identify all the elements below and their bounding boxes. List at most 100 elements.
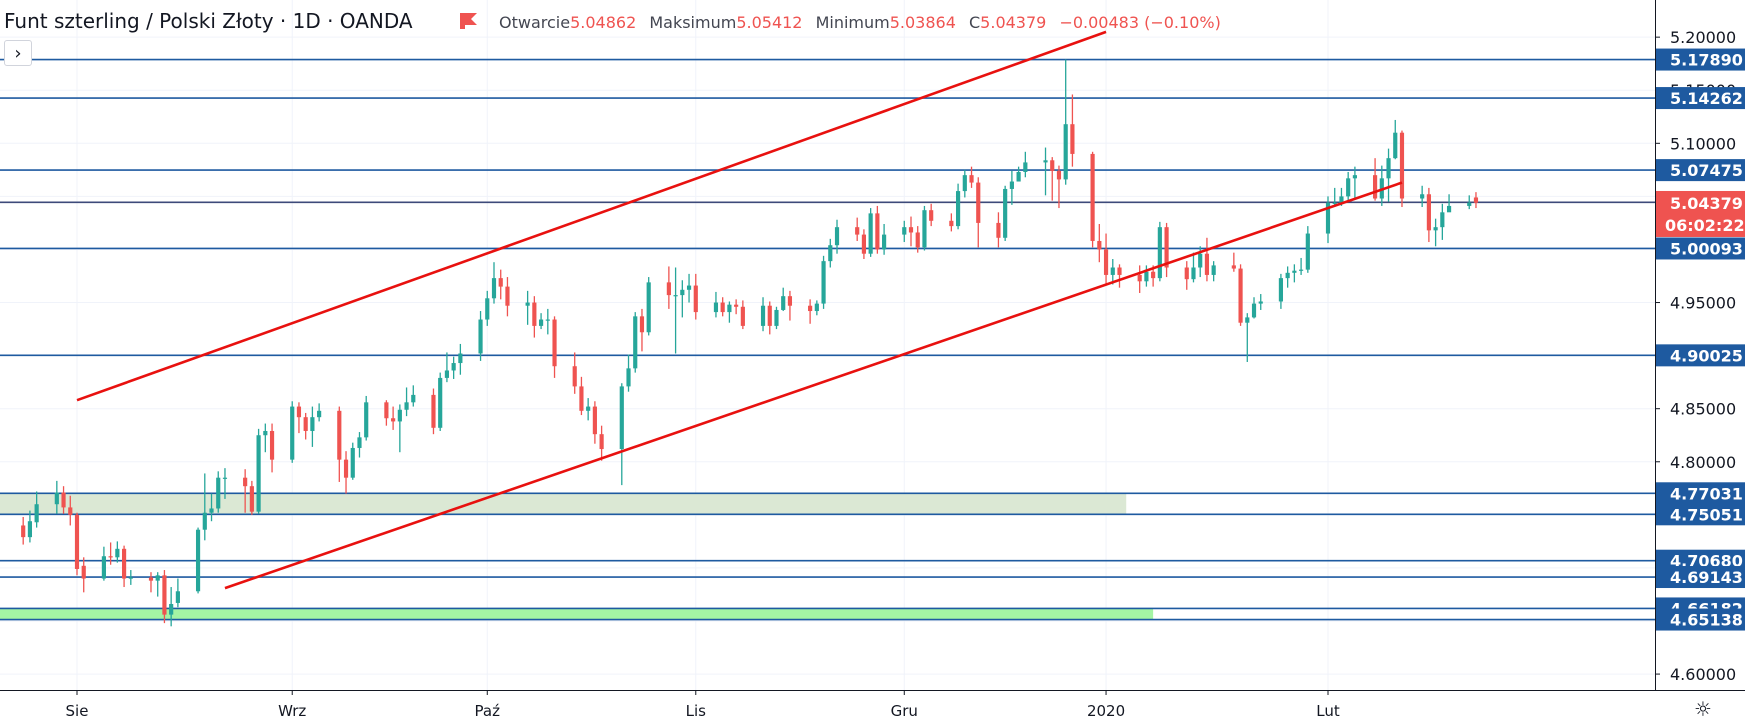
- zones-layer: [0, 493, 1154, 620]
- chevron-right-icon[interactable]: ›: [4, 40, 32, 66]
- candle-body: [774, 309, 779, 326]
- candle-body: [1467, 202, 1472, 206]
- candle-up: [128, 570, 133, 585]
- candle-body: [343, 459, 349, 478]
- candle-body: [713, 302, 719, 313]
- candle-down: [639, 308, 645, 352]
- time-tick-label: Sie: [66, 702, 89, 720]
- candle-body: [350, 447, 355, 478]
- candle-body: [121, 548, 127, 579]
- candle-body: [592, 406, 597, 435]
- candle-body: [929, 210, 934, 221]
- candle-up: [115, 541, 120, 563]
- time-tick-label: Wrz: [278, 702, 306, 720]
- time-axis[interactable]: Sie Wrz Paź Lis Gru 2020 Lut: [0, 690, 1745, 720]
- candle-body: [27, 521, 33, 538]
- candle-up: [1440, 203, 1445, 240]
- trendlines-layer: [76, 30, 1403, 590]
- candle-down: [740, 300, 745, 330]
- candle-body: [1097, 240, 1102, 250]
- candle-body: [619, 386, 624, 450]
- candle-body: [310, 417, 315, 431]
- candle-body: [175, 591, 180, 603]
- candle-down: [532, 296, 537, 338]
- candle-up: [364, 395, 369, 441]
- candle-up: [411, 385, 416, 407]
- level-tag-label: 4.70680: [1670, 552, 1743, 571]
- candle-body: [404, 402, 409, 410]
- candle-body: [1346, 178, 1351, 197]
- candle-body: [1258, 301, 1263, 304]
- candle-body: [1050, 160, 1055, 171]
- candle-body: [444, 370, 450, 378]
- price-tick-label: 4.60000: [1670, 665, 1736, 684]
- candle-up: [1352, 166, 1357, 200]
- candle-up: [646, 277, 651, 336]
- candle-down: [572, 352, 577, 394]
- candle-up: [1144, 265, 1149, 287]
- candle-up: [34, 491, 39, 528]
- candle-body: [814, 303, 819, 312]
- level-tag-bg: [1656, 608, 1745, 631]
- candle-down: [666, 266, 671, 309]
- candle-up: [1016, 166, 1021, 182]
- candle-body: [1372, 175, 1378, 199]
- candle-body: [996, 222, 1001, 238]
- candle-body: [101, 556, 106, 579]
- candle-up: [545, 308, 550, 335]
- candle-up: [1009, 170, 1014, 205]
- candle-up: [1023, 151, 1028, 178]
- open-label: Otwarcie: [499, 13, 570, 32]
- candle-up: [1346, 171, 1351, 202]
- level-tag: 4.77031: [1656, 482, 1745, 505]
- candle-up: [357, 432, 362, 458]
- candle-up: [54, 480, 59, 514]
- candle-down: [384, 400, 389, 426]
- candle-down: [68, 495, 73, 526]
- symbol-title: Funt szterling / Polski Złoty · 1D · OAN…: [4, 9, 413, 33]
- low-label: Minimum: [816, 13, 890, 32]
- level-tag-label: 4.65138: [1670, 611, 1743, 630]
- level-tag: 4.75051: [1656, 503, 1745, 526]
- candle-down: [599, 425, 604, 461]
- open-value: 5.04862: [570, 13, 636, 32]
- candle-body: [767, 305, 772, 326]
- candle-body: [256, 435, 261, 512]
- candle-down: [767, 301, 772, 335]
- candle-up: [713, 291, 719, 318]
- candle-up: [1433, 218, 1438, 247]
- candle-body: [680, 289, 685, 296]
- candle-down: [1050, 157, 1055, 201]
- candle-body: [155, 575, 160, 581]
- gear-icon[interactable]: ☼: [1694, 697, 1712, 721]
- candle-body: [1325, 202, 1331, 234]
- candle-up: [1285, 266, 1290, 288]
- price-tick-label: 4.80000: [1670, 453, 1736, 472]
- level-tag: 5.17890: [1656, 48, 1745, 71]
- candle-up: [686, 273, 692, 303]
- candle-down: [1097, 223, 1102, 263]
- level-tag-bg: [1656, 482, 1745, 505]
- candle-body: [411, 394, 416, 403]
- level-tag-label: 4.69143: [1670, 568, 1743, 587]
- candle-body: [902, 227, 907, 235]
- candle-body: [1332, 202, 1337, 204]
- price-axis[interactable]: 4.600004.650004.700004.750004.800004.850…: [1655, 0, 1745, 690]
- candle-up: [290, 401, 295, 463]
- candle-body: [855, 227, 860, 235]
- level-tag-bg: [1656, 503, 1745, 526]
- candle-up: [1332, 187, 1337, 207]
- candle-down: [498, 269, 503, 300]
- candle-body: [1137, 274, 1142, 282]
- candle-body: [532, 302, 537, 326]
- flag-icon[interactable]: [460, 13, 477, 29]
- candle-up: [1251, 297, 1257, 319]
- candle-body: [384, 402, 389, 419]
- candle-up: [216, 471, 221, 513]
- candle-up: [922, 205, 927, 251]
- price-tick-label: 4.95000: [1670, 294, 1736, 313]
- candle-body: [1305, 233, 1310, 270]
- plot-area[interactable]: [0, 0, 1655, 690]
- candle-body: [1070, 124, 1075, 154]
